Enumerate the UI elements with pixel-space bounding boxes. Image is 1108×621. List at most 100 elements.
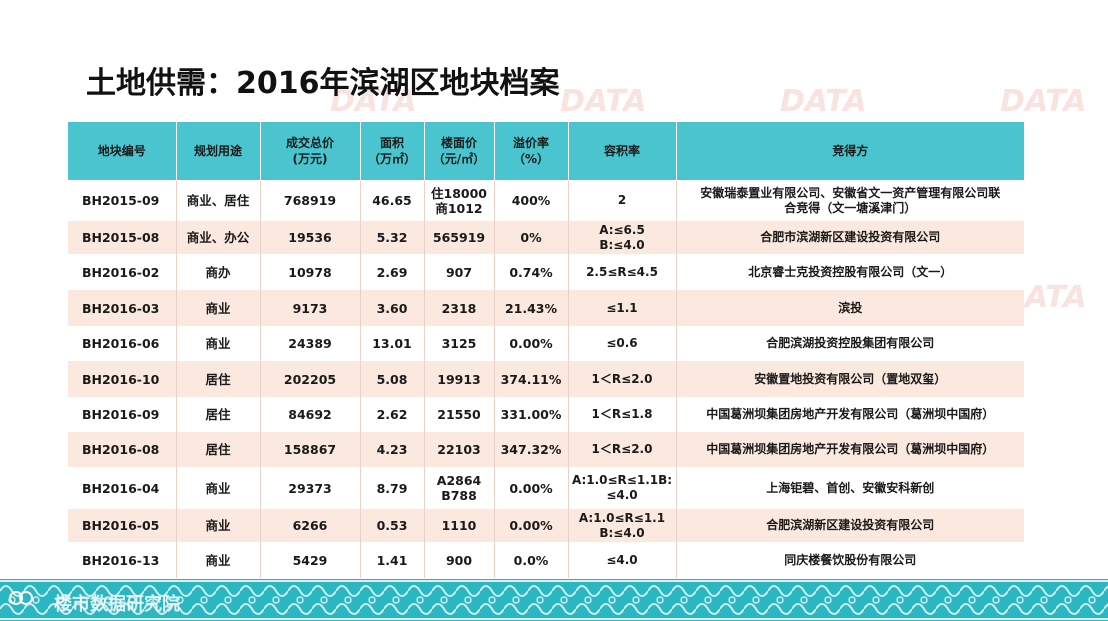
table-row: BH2016-08 居住 158867 4.23 22103 347.32% 1＜R≤2.0…	[68, 432, 1024, 467]
cell-winner: 同庆楼餐饮股份有限公司	[676, 542, 1024, 578]
cell-planned-use: 商业	[176, 290, 261, 326]
header-premium-rate: 溢价率 （%）	[494, 122, 569, 180]
footer-pattern	[0, 579, 1108, 621]
cell-plot-ratio: A:1.0≤R≤1.1B: ≤4.0	[568, 467, 677, 509]
cell-floor-price: A2864 B788	[424, 467, 495, 509]
cell-plot-ratio: 1＜R≤2.0	[568, 361, 677, 397]
header-floor-price-text: 楼面价 （元/㎡）	[432, 136, 486, 166]
cell-planned-use: 商业、办公	[176, 221, 261, 254]
footer-band	[0, 579, 1108, 621]
watermark-logo: DATA	[1000, 84, 1087, 119]
cell-parcel-id: BH2015-09	[68, 180, 177, 221]
cell-floor-price: 2318	[424, 290, 495, 326]
cell-premium-rate: 21.43%	[494, 290, 569, 326]
cell-winner: 北京睿士克投资控股有限公司（文一）	[676, 254, 1024, 290]
cell-floor-price: 907	[424, 254, 495, 290]
cell-floor-price: 22103	[424, 432, 495, 467]
brand-logo-icon	[9, 591, 33, 605]
header-area-text: 面积 （万㎡）	[367, 136, 416, 166]
cell-winner: 合肥市滨湖新区建设投资有限公司	[676, 221, 1024, 254]
cell-plot-ratio: 2.5≤R≤4.5	[568, 254, 677, 290]
cell-winner: 滨投	[676, 290, 1024, 326]
cell-plot-ratio: 1＜R≤1.8	[568, 397, 677, 432]
cell-parcel-id: BH2016-10	[68, 361, 177, 397]
table-row: BH2016-13 商业 5429 1.41 900 0.0% ≤4.0 同庆楼餐饮股份有限公…	[68, 542, 1024, 578]
cell-premium-rate: 347.32%	[494, 432, 569, 467]
cell-floor-price: 565919	[424, 221, 495, 254]
cell-area: 8.79	[360, 467, 425, 509]
table-row: BH2016-09 居住 84692 2.62 21550 331.00% 1＜R≤1.8 中…	[68, 397, 1024, 432]
cell-area: 2.62	[360, 397, 425, 432]
cell-winner: 合肥滨湖新区建设投资有限公司	[676, 509, 1024, 542]
cell-planned-use: 商业、居住	[176, 180, 261, 221]
cell-floor-price: 21550	[424, 397, 495, 432]
cell-parcel-id: BH2016-02	[68, 254, 177, 290]
cell-area: 3.60	[360, 290, 425, 326]
header-winner: 竞得方	[676, 122, 1024, 180]
cell-total-price: 5429	[260, 542, 361, 578]
cell-planned-use: 居住	[176, 432, 261, 467]
cell-parcel-id: BH2016-04	[68, 467, 177, 509]
cell-parcel-id: BH2016-06	[68, 326, 177, 361]
header-total-price-text: 成交总价 (万元)	[285, 136, 334, 166]
cell-area: 2.69	[360, 254, 425, 290]
cell-total-price: 768919	[260, 180, 361, 221]
cell-area: 4.23	[360, 432, 425, 467]
table-row: BH2016-03 商业 9173 3.60 2318 21.43% ≤1.1 滨投	[68, 290, 1024, 326]
cell-premium-rate: 0.00%	[494, 326, 569, 361]
cell-parcel-id: BH2015-08	[68, 221, 177, 254]
cell-winner: 安徽置地投资有限公司（置地双玺）	[676, 361, 1024, 397]
header-floor-price: 楼面价 （元/㎡）	[424, 122, 495, 180]
cell-winner: 合肥滨湖投资控股集团有限公司	[676, 326, 1024, 361]
cell-winner: 上海钜碧、首创、安徽安科新创	[676, 467, 1024, 509]
cell-winner: 安徽瑞泰置业有限公司、安徽省文一资产管理有限公司联 合竞得（文一塘溪津门）	[676, 180, 1024, 221]
header-area: 面积 （万㎡）	[360, 122, 425, 180]
cell-total-price: 19536	[260, 221, 361, 254]
cell-premium-rate: 0.0%	[494, 542, 569, 578]
cell-plot-ratio: 2	[568, 180, 677, 221]
table-body: BH2015-09 商业、居住 768919 46.65 住18000 商1012 400…	[68, 180, 1024, 578]
header-parcel-id: 地块编号	[68, 122, 177, 180]
table-row: BH2016-02 商办 10978 2.69 907 0.74% 2.5≤R≤4.5 北京睿…	[68, 254, 1024, 290]
table-header-row: 地块编号 规划用途 成交总价 (万元) 面积 （万㎡） 楼面价 （元/㎡） 溢价…	[68, 122, 1024, 180]
table-row: BH2016-06 商业 24389 13.01 3125 0.00% ≤0.6 合肥滨湖投资…	[68, 326, 1024, 361]
table-row: BH2015-09 商业、居住 768919 46.65 住18000 商1012 400…	[68, 180, 1024, 221]
cell-winner: 中国葛洲坝集团房地产开发有限公司（葛洲坝中国府）	[676, 397, 1024, 432]
cell-premium-rate: 374.11%	[494, 361, 569, 397]
cell-total-price: 202205	[260, 361, 361, 397]
cell-area: 5.32	[360, 221, 425, 254]
table-row: BH2016-04 商业 29373 8.79 A2864 B788 0.00% A:1.0…	[68, 467, 1024, 509]
cell-area: 1.41	[360, 542, 425, 578]
cell-area: 13.01	[360, 326, 425, 361]
header-total-price: 成交总价 (万元)	[260, 122, 361, 180]
cell-floor-price: 住18000 商1012	[424, 180, 495, 221]
cell-floor-price: 3125	[424, 326, 495, 361]
header-premium-rate-text: 溢价率 （%）	[512, 136, 550, 166]
cell-total-price: 84692	[260, 397, 361, 432]
cell-total-price: 9173	[260, 290, 361, 326]
cell-parcel-id: BH2016-13	[68, 542, 177, 578]
watermark-logo: DATA	[780, 84, 867, 119]
cell-floor-price: 1110	[424, 509, 495, 542]
cell-planned-use: 商业	[176, 542, 261, 578]
cell-plot-ratio: 1＜R≤2.0	[568, 432, 677, 467]
cell-winner: 中国葛洲坝集团房地产开发有限公司（葛洲坝中国府）	[676, 432, 1024, 467]
cell-plot-ratio: A:1.0≤R≤1.1 B:≤4.0	[568, 509, 677, 542]
cell-area: 46.65	[360, 180, 425, 221]
cell-floor-price: 19913	[424, 361, 495, 397]
table-row: BH2016-05 商业 6266 0.53 1110 0.00% A:1.0≤R≤1.1 …	[68, 509, 1024, 542]
cell-floor-price: 900	[424, 542, 495, 578]
cell-premium-rate: 0%	[494, 221, 569, 254]
cell-planned-use: 商业	[176, 326, 261, 361]
page-title: 土地供需：2016年滨湖区地块档案	[86, 66, 560, 101]
cell-total-price: 6266	[260, 509, 361, 542]
cell-plot-ratio: A:≤6.5 B:≤4.0	[568, 221, 677, 254]
cell-planned-use: 商业	[176, 467, 261, 509]
cell-total-price: 24389	[260, 326, 361, 361]
header-planned-use: 规划用途	[176, 122, 261, 180]
cell-planned-use: 商业	[176, 509, 261, 542]
cell-parcel-id: BH2016-08	[68, 432, 177, 467]
cell-plot-ratio: ≤0.6	[568, 326, 677, 361]
cell-premium-rate: 400%	[494, 180, 569, 221]
cell-parcel-id: BH2016-09	[68, 397, 177, 432]
